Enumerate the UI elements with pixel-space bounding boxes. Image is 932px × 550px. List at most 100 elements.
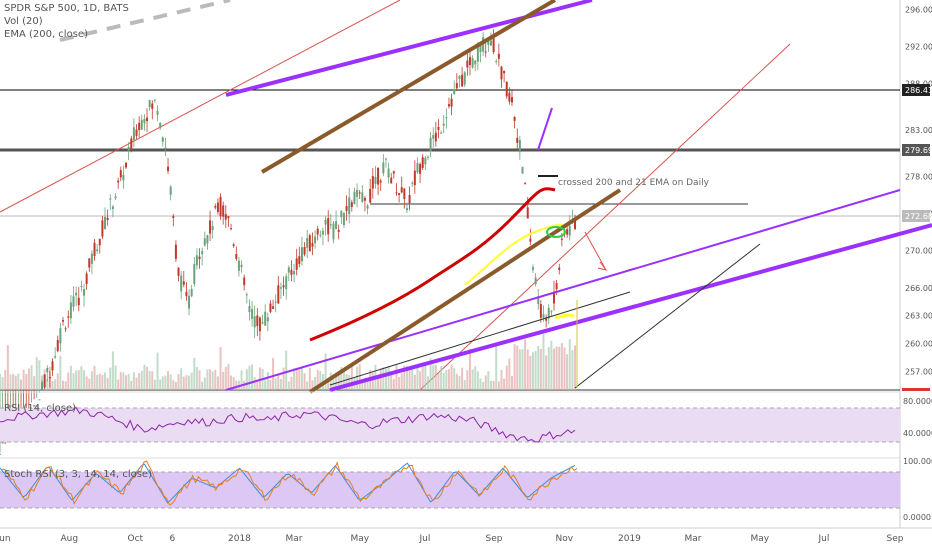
candle-body <box>429 137 432 152</box>
annotation-text: crossed 200 and 21 EMA on Daily <box>558 178 710 188</box>
candle-body <box>379 180 382 183</box>
purple-channel-bottom[interactable] <box>329 223 932 392</box>
candle-body <box>382 162 385 174</box>
svg-text:286.41: 286.41 <box>905 86 932 95</box>
candle-body <box>56 340 59 352</box>
volume-bar <box>524 339 527 390</box>
candle-body <box>190 288 193 297</box>
dashed-projection-line[interactable] <box>59 0 231 42</box>
purple-short-line[interactable] <box>537 107 553 151</box>
purple-channel-mid[interactable] <box>225 189 901 391</box>
candle-body <box>392 171 395 174</box>
volume-bar <box>403 365 406 390</box>
candle-body <box>69 302 72 319</box>
volume-bar <box>340 367 343 390</box>
volume-bar <box>203 377 206 390</box>
candle-body <box>161 137 164 142</box>
candle-body <box>237 260 240 271</box>
candle-body <box>319 234 322 236</box>
legend-symbol[interactable]: SPDR S&P 500, 1D, BATS <box>4 3 129 14</box>
volume-bar <box>382 367 385 390</box>
candle-body <box>560 238 563 240</box>
black-trendline-2[interactable] <box>574 243 761 389</box>
volume-bar <box>269 379 272 390</box>
candle-body <box>169 186 172 195</box>
candle-body <box>390 177 393 184</box>
brown-channel-bottom[interactable] <box>308 188 622 394</box>
candle-body <box>495 61 498 63</box>
down-arrow[interactable] <box>584 231 607 271</box>
brown-channel-top[interactable] <box>260 0 557 174</box>
black-trendline-1[interactable] <box>329 291 631 386</box>
volume-bar <box>88 378 91 390</box>
candle-body <box>64 328 67 330</box>
volume-bar <box>17 373 20 390</box>
candle-body <box>248 305 251 313</box>
candle-body <box>395 192 398 194</box>
volume-bar <box>30 365 33 390</box>
candle-body <box>4 442 7 444</box>
volume-bar <box>54 379 57 390</box>
volume-bar <box>379 368 382 390</box>
candle-body <box>337 229 340 232</box>
volume-bar <box>290 376 293 390</box>
candle-body <box>266 317 269 322</box>
volume-bar <box>214 369 217 390</box>
candle-body <box>505 81 508 97</box>
volume-bar <box>387 365 390 390</box>
yellow-arrow[interactable] <box>554 313 575 320</box>
candle-body <box>72 296 75 307</box>
red-trendline-2[interactable] <box>419 43 791 391</box>
red-trendline-1[interactable] <box>0 0 401 213</box>
volume-bar <box>293 368 296 390</box>
legend-ema[interactable]: EMA (200, close) <box>4 29 88 40</box>
volume-bar <box>211 371 214 390</box>
volume-bar <box>555 346 558 390</box>
candle-body <box>98 239 101 246</box>
volume-bar <box>361 381 364 390</box>
candle-body <box>450 98 453 107</box>
legend-rsi[interactable]: RSI (14, close) <box>4 403 77 414</box>
candle-body <box>153 99 156 101</box>
volume-bar <box>83 370 86 390</box>
volume-bar <box>377 377 380 390</box>
candle-body <box>403 188 406 200</box>
time-axis: Jun Aug Oct 6 2018 Mar May Jul Sep Nov 2019 Mar May J… <box>0 534 904 544</box>
volume-bar <box>245 369 248 390</box>
legend-volume[interactable]: Vol (20) <box>4 16 43 27</box>
candle-body <box>419 164 422 174</box>
candle-body <box>156 110 159 116</box>
legend-stoch[interactable]: Stoch RSI (3, 3, 14, 14, close) <box>4 469 152 480</box>
candle-body <box>555 283 558 290</box>
volume-bar <box>190 372 193 390</box>
candle-body <box>521 166 524 174</box>
volume-bar <box>227 364 230 390</box>
candle-body <box>411 182 414 184</box>
volume-bar <box>510 375 513 390</box>
candle-body <box>500 66 503 80</box>
volume-bar <box>277 374 280 390</box>
candle-body <box>146 117 149 121</box>
volume-bar <box>75 370 78 390</box>
volume-bar <box>62 380 65 390</box>
candle-body <box>38 399 41 401</box>
volume-bar <box>426 376 429 390</box>
candle-body <box>550 311 553 313</box>
volume-bar <box>542 334 545 390</box>
volume-bar <box>174 381 177 390</box>
volume-bar <box>497 381 500 390</box>
candle-body <box>180 275 183 292</box>
volume-bar <box>487 371 490 390</box>
price-tick-1: 292.00 <box>905 42 932 51</box>
candle-body <box>59 328 62 344</box>
candle-body <box>434 132 437 142</box>
volume-bar <box>445 370 448 390</box>
price-tick-0: 296.00 <box>905 5 932 14</box>
volume-bar <box>219 347 222 390</box>
candle-body <box>279 287 282 289</box>
volume-bar <box>140 370 143 390</box>
volume-bar <box>240 370 243 390</box>
volume-bar <box>303 373 306 390</box>
volume-bar <box>156 352 159 390</box>
